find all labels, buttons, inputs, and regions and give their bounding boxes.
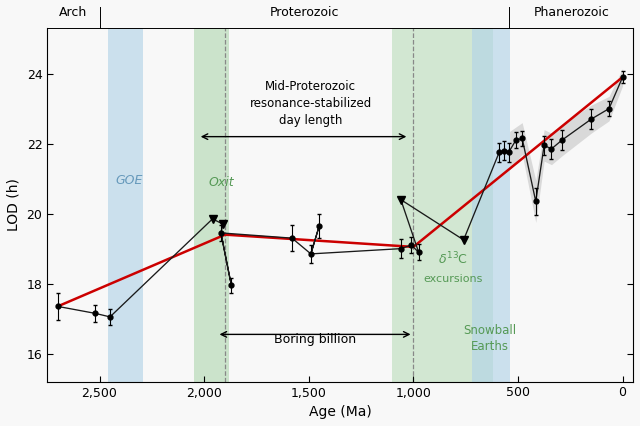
Bar [472,28,509,382]
Text: Oxit: Oxit [209,176,234,189]
Bar [392,28,493,382]
Text: Arch: Arch [60,6,88,19]
Bar [108,28,143,382]
Text: Earths: Earths [471,340,509,353]
Text: $\delta^{13}$C: $\delta^{13}$C [438,251,468,268]
Text: Proterozoic: Proterozoic [269,6,339,19]
Text: Boring billion: Boring billion [274,333,356,346]
Text: excursions: excursions [424,274,483,284]
Bar [194,28,229,382]
Text: Mid-Proterozoic
resonance-stabilized
day length: Mid-Proterozoic resonance-stabilized day… [250,80,372,127]
Text: GOE: GOE [115,174,143,187]
Y-axis label: LOD (h): LOD (h) [7,178,21,231]
Text: Phanerozoic: Phanerozoic [533,6,609,19]
Text: Snowball: Snowball [463,324,516,337]
X-axis label: Age (Ma): Age (Ma) [308,405,372,419]
